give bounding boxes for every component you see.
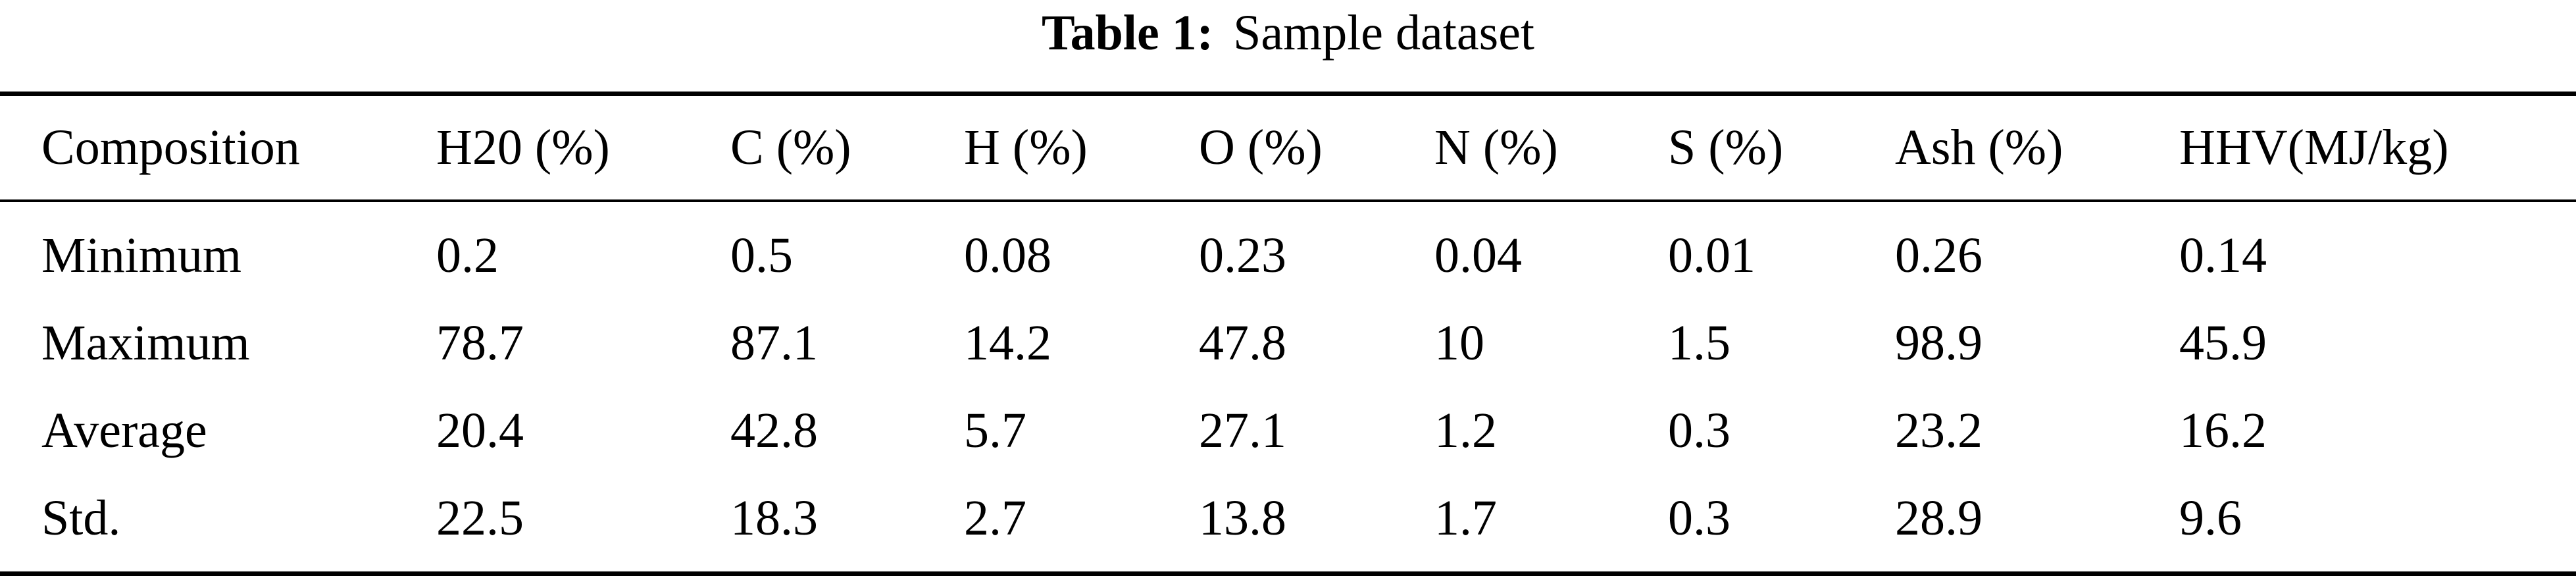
table-cell: 0.26 [1895,228,1983,283]
table-header-rule [0,199,2576,202]
table-cell: 18.3 [730,490,818,546]
row-label-cell: Maximum [41,315,250,371]
row-label-cell: Minimum [41,228,242,283]
table-caption: Table 1: Sample dataset [0,0,2576,72]
table-cell: 2.7 [964,490,1026,546]
header-cell-s: S (%) [1668,120,1784,175]
table-bottom-rule [0,571,2576,576]
table-cell: 14.2 [964,315,1051,371]
table-caption-label: Table 1: [1041,5,1214,61]
table-cell: 1.2 [1434,403,1497,458]
table-cell: 0.3 [1668,490,1730,546]
table-cell: 0.2 [436,228,499,283]
table-row: Std. 22.5 18.3 2.7 13.8 1.7 0.3 28.9 9.6 [0,485,2576,551]
table-cell: 5.7 [964,403,1026,458]
table-cell: 0.5 [730,228,793,283]
header-cell-n: N (%) [1434,120,1558,175]
table-cell: 0.23 [1199,228,1286,283]
table-cell: 28.9 [1895,490,1983,546]
header-cell-ash: Ash (%) [1895,120,2063,175]
header-cell-h2o: H20 (%) [436,120,610,175]
table-cell: 0.04 [1434,228,1522,283]
table-cell: 10 [1434,315,1484,371]
table-cell: 0.3 [1668,403,1730,458]
table-cell: 22.5 [436,490,524,546]
table-cell: 13.8 [1199,490,1286,546]
table-cell: 0.01 [1668,228,1755,283]
table-caption-text: Sample dataset [1233,5,1535,61]
row-label-cell: Std. [41,490,121,546]
table-cell: 16.2 [2179,403,2267,458]
table-cell: 20.4 [436,403,524,458]
table-cell: 23.2 [1895,403,1983,458]
table-cell: 42.8 [730,403,818,458]
table-cell: 0.08 [964,228,1051,283]
table-cell: 78.7 [436,315,524,371]
header-cell-o: O (%) [1199,120,1323,175]
table-cell: 1.7 [1434,490,1497,546]
table-row: Minimum 0.2 0.5 0.08 0.23 0.04 0.01 0.26… [0,223,2576,288]
table-header-row: Composition H20 (%) C (%) H (%) O (%) N … [0,115,2576,180]
header-cell-c: C (%) [730,120,851,175]
row-label-cell: Average [41,403,207,458]
table-cell: 27.1 [1199,403,1286,458]
header-cell-hhv: HHV(MJ/kg) [2179,120,2449,175]
header-cell-h: H (%) [964,120,1088,175]
table-cell: 9.6 [2179,490,2242,546]
table-cell: 98.9 [1895,315,1983,371]
table-row: Maximum 78.7 87.1 14.2 47.8 10 1.5 98.9 … [0,310,2576,376]
header-cell-composition: Composition [41,120,300,175]
table-cell: 0.14 [2179,228,2267,283]
table-cell: 47.8 [1199,315,1286,371]
table-row: Average 20.4 42.8 5.7 27.1 1.2 0.3 23.2 … [0,398,2576,463]
table-cell: 1.5 [1668,315,1730,371]
table-cell: 87.1 [730,315,818,371]
table-top-rule [0,92,2576,96]
table-cell: 45.9 [2179,315,2267,371]
